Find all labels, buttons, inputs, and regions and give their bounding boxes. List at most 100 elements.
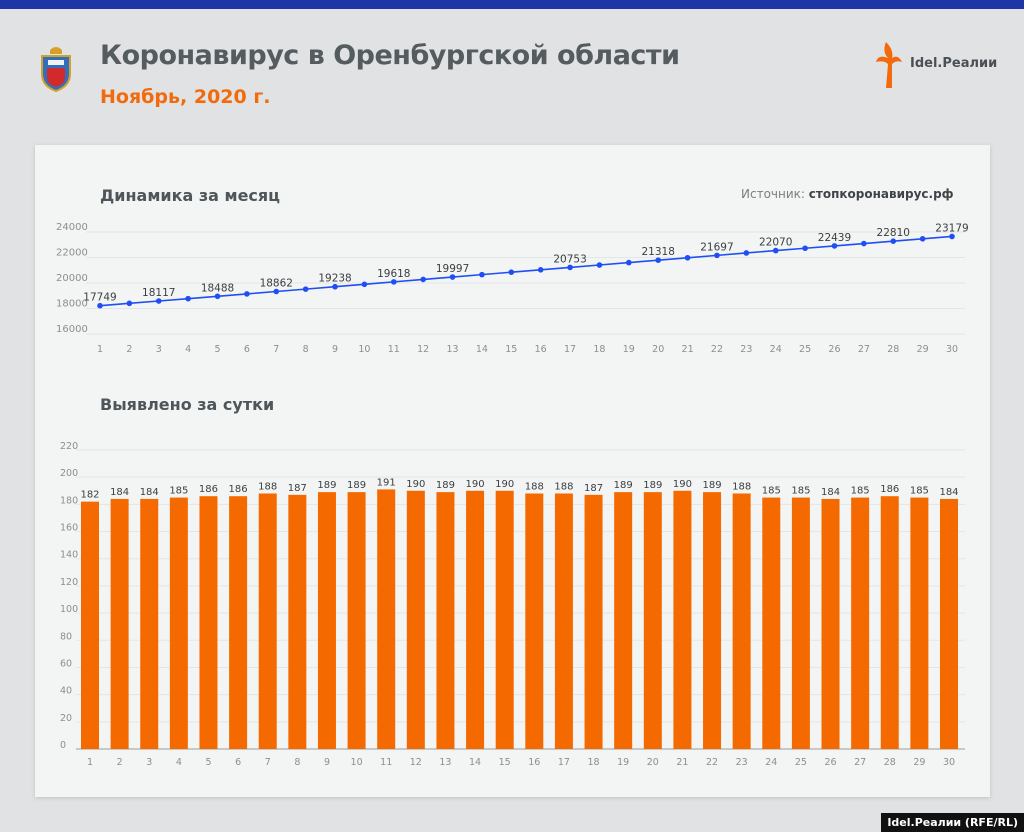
data-label: 189 xyxy=(643,480,662,491)
x-tick-label: 6 xyxy=(244,344,250,355)
x-tick-label: 13 xyxy=(447,344,459,355)
y-tick-label: 220 xyxy=(60,441,78,452)
bar xyxy=(910,497,929,749)
bar xyxy=(347,492,366,749)
bar xyxy=(288,494,307,749)
data-point xyxy=(244,291,250,297)
bar xyxy=(584,494,603,749)
y-tick-label: 80 xyxy=(60,631,72,642)
data-label: 188 xyxy=(732,481,751,492)
data-label: 190 xyxy=(406,479,425,490)
top-bar xyxy=(0,0,1024,9)
data-label: 18117 xyxy=(142,287,175,299)
x-tick-label: 17 xyxy=(558,757,570,768)
x-tick-label: 21 xyxy=(676,757,688,768)
data-point xyxy=(479,271,485,278)
bar xyxy=(466,490,485,749)
y-tick-label: 18000 xyxy=(56,299,88,310)
x-tick-label: 8 xyxy=(294,757,300,768)
x-tick-label: 27 xyxy=(858,344,870,355)
data-point xyxy=(743,250,750,256)
y-tick-label: 160 xyxy=(60,523,78,534)
y-tick-label: 24000 xyxy=(56,222,88,233)
data-point xyxy=(332,283,338,290)
data-label: 189 xyxy=(436,480,455,491)
x-tick-label: 2 xyxy=(126,344,132,355)
data-label: 17749 xyxy=(83,292,116,304)
data-label: 184 xyxy=(140,487,159,498)
bar xyxy=(821,498,840,749)
x-tick-label: 2 xyxy=(117,757,123,768)
data-label: 22810 xyxy=(877,227,910,239)
x-tick-label: 29 xyxy=(917,344,929,355)
x-tick-label: 10 xyxy=(358,344,370,355)
x-tick-label: 9 xyxy=(332,344,338,355)
x-tick-label: 24 xyxy=(770,344,782,355)
data-label: 189 xyxy=(614,480,633,491)
bar xyxy=(317,492,336,749)
y-tick-label: 20000 xyxy=(56,273,88,284)
y-tick-label: 40 xyxy=(60,686,72,697)
data-point xyxy=(861,240,867,247)
data-point xyxy=(596,262,603,268)
x-tick-label: 22 xyxy=(706,757,718,768)
data-point xyxy=(626,259,632,266)
line-chart-title: Динамика за месяц xyxy=(100,186,281,205)
data-point xyxy=(361,281,368,288)
data-label: 188 xyxy=(554,481,573,492)
photo-credit: Idel.Реалии (RFE/RL) xyxy=(881,813,1024,832)
data-point xyxy=(155,298,162,304)
bar xyxy=(554,493,573,749)
x-tick-label: 6 xyxy=(235,757,241,768)
data-point xyxy=(537,266,544,273)
data-label: 191 xyxy=(377,477,396,488)
data-point xyxy=(97,302,103,309)
data-label: 189 xyxy=(317,480,336,491)
y-tick-label: 140 xyxy=(60,550,78,561)
x-tick-label: 18 xyxy=(588,757,600,768)
data-label: 184 xyxy=(110,487,129,498)
data-label: 187 xyxy=(584,483,603,494)
y-tick-label: 22000 xyxy=(56,248,88,259)
data-point xyxy=(890,238,897,244)
x-tick-label: 3 xyxy=(146,757,152,768)
x-tick-label: 1 xyxy=(87,757,93,768)
data-point xyxy=(390,279,397,285)
data-label: 190 xyxy=(673,479,692,490)
bar xyxy=(643,492,662,749)
x-tick-label: 7 xyxy=(265,757,271,768)
x-tick-label: 18 xyxy=(593,344,605,355)
page-title: Коронавирус в Оренбургской области xyxy=(100,40,680,71)
data-label: 185 xyxy=(169,486,188,497)
x-tick-label: 29 xyxy=(913,757,925,768)
x-tick-label: 5 xyxy=(205,757,211,768)
data-label: 19997 xyxy=(436,263,469,275)
y-tick-label: 180 xyxy=(60,495,78,506)
data-point xyxy=(655,257,662,263)
data-label: 185 xyxy=(910,486,929,497)
x-tick-label: 28 xyxy=(887,344,899,355)
source-note: Источник: стопкоронавирус.рф xyxy=(741,187,954,201)
data-label: 21697 xyxy=(700,241,733,253)
x-tick-label: 20 xyxy=(647,757,659,768)
y-tick-label: 16000 xyxy=(56,324,88,335)
bar xyxy=(436,492,455,749)
bar xyxy=(377,489,396,749)
x-tick-label: 1 xyxy=(97,344,103,355)
data-label: 184 xyxy=(821,487,840,498)
data-label: 185 xyxy=(791,486,810,497)
x-tick-label: 30 xyxy=(943,757,955,768)
x-tick-label: 19 xyxy=(617,757,629,768)
bar xyxy=(229,496,248,749)
data-label: 186 xyxy=(199,484,218,495)
data-point xyxy=(508,269,515,275)
x-tick-label: 10 xyxy=(351,757,363,768)
bar xyxy=(940,498,958,749)
bar-chart-title: Выявлено за сутки xyxy=(100,395,275,414)
data-label: 18488 xyxy=(201,282,234,294)
data-point xyxy=(420,276,426,283)
bar xyxy=(199,496,218,749)
bar xyxy=(140,498,159,749)
x-tick-label: 20 xyxy=(652,344,664,355)
data-label: 189 xyxy=(702,480,721,491)
